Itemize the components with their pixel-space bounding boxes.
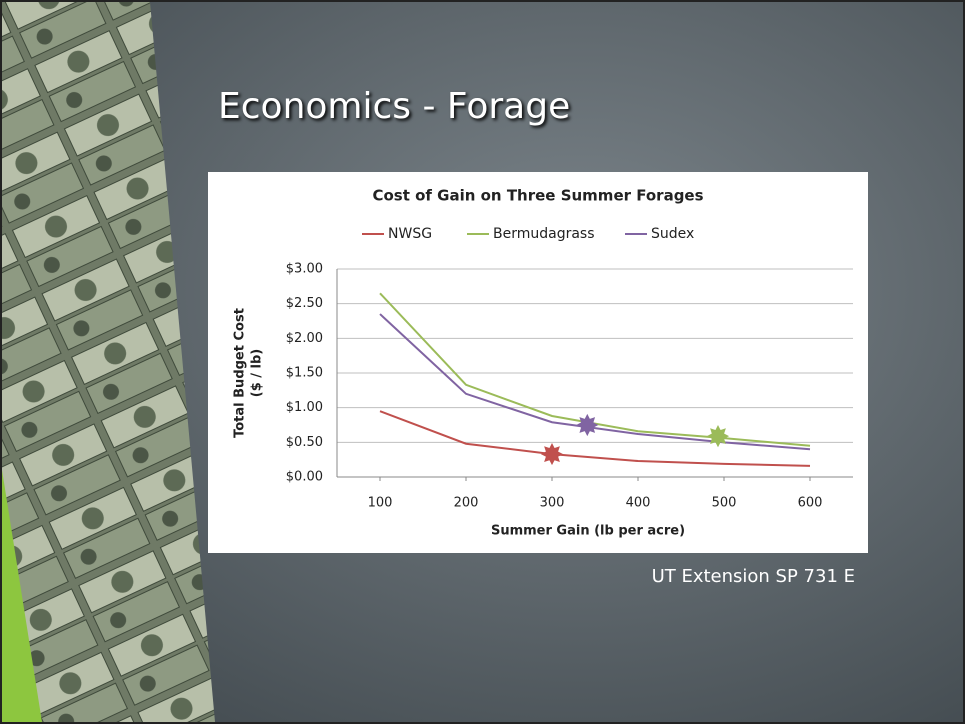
y-tick-label: $3.00	[286, 262, 323, 277]
y-axis-label: ($ / lb)	[250, 349, 265, 398]
y-tick-label: $0.50	[286, 435, 323, 450]
y-tick-label: $2.50	[286, 296, 323, 311]
y-axis-label: Total Budget Cost	[233, 308, 248, 438]
legend-label: Sudex	[651, 226, 694, 242]
y-tick-label: $1.00	[286, 400, 323, 415]
legend-label: NWSG	[388, 226, 432, 242]
chart-title: Cost of Gain on Three Summer Forages	[372, 187, 703, 205]
highlight-star	[577, 415, 597, 435]
x-axis-label: Summer Gain (lb per acre)	[491, 524, 685, 539]
x-tick-label: 100	[368, 496, 393, 511]
x-tick-label: 500	[712, 496, 737, 511]
slide-title: Economics - Forage	[218, 86, 570, 127]
highlight-star	[542, 444, 562, 464]
y-tick-label: $1.50	[286, 366, 323, 381]
x-tick-label: 400	[626, 496, 651, 511]
y-tick-label: $0.00	[286, 470, 323, 485]
legend-label: Bermudagrass	[493, 226, 595, 242]
slide: Economics - Forage UT Extension SP 731 E…	[0, 0, 965, 724]
x-tick-label: 600	[798, 496, 823, 511]
y-tick-label: $2.00	[286, 331, 323, 346]
x-tick-label: 200	[454, 496, 479, 511]
source-note: UT Extension SP 731 E	[652, 566, 855, 587]
x-tick-label: 300	[540, 496, 565, 511]
highlight-star	[708, 426, 728, 446]
